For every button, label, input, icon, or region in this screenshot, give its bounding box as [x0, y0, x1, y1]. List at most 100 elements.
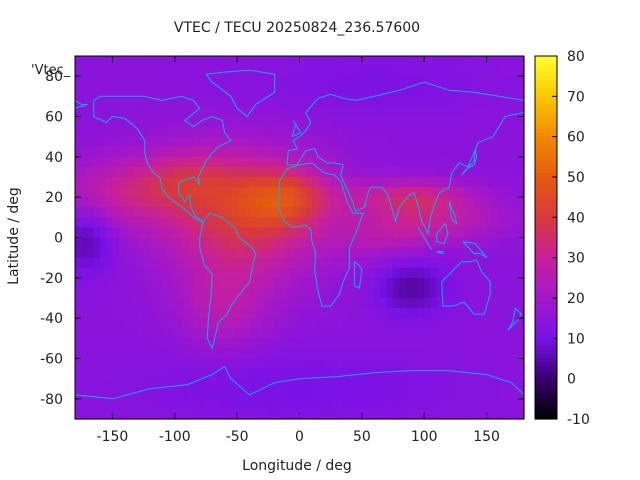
heatmap-cell: [368, 388, 375, 400]
heatmap-cell: [311, 398, 319, 410]
heatmap-cell: [343, 207, 350, 218]
heatmap-cell: [324, 76, 332, 87]
heatmap-cell: [81, 217, 89, 229]
heatmap-cell: [174, 227, 182, 239]
heatmap-cell: [249, 86, 257, 97]
heatmap-cell: [143, 207, 151, 218]
heatmap-cell: [149, 308, 157, 319]
heatmap-cell: [199, 136, 207, 148]
heatmap-cell: [106, 56, 114, 67]
heatmap-cell: [262, 358, 269, 370]
heatmap-cell: [517, 378, 525, 390]
heatmap-cell: [112, 106, 120, 118]
heatmap-cell: [311, 66, 319, 77]
heatmap-cell: [162, 66, 170, 77]
heatmap-cell: [430, 267, 438, 279]
heatmap-cell: [411, 338, 419, 350]
heatmap-cell: [124, 368, 132, 380]
heatmap-cell: [93, 227, 101, 239]
heatmap-cell: [137, 328, 145, 339]
heatmap-cell: [474, 408, 481, 420]
x-tick-label: -50: [226, 429, 249, 445]
heatmap-cell: [199, 247, 207, 259]
heatmap-cell: [75, 106, 82, 118]
heatmap-cell: [480, 408, 488, 420]
heatmap-cell: [492, 187, 500, 198]
heatmap-cell: [393, 398, 400, 410]
heatmap-cell: [517, 166, 525, 178]
heatmap-cell: [349, 408, 357, 420]
heatmap-cell: [199, 358, 207, 370]
heatmap-cell: [249, 166, 257, 178]
heatmap-cell: [143, 146, 151, 158]
heatmap-cell: [293, 126, 301, 138]
heatmap-cell: [224, 56, 232, 67]
heatmap-cell: [118, 287, 126, 299]
heatmap-cell: [336, 136, 344, 148]
heatmap-cell: [237, 66, 244, 77]
heatmap-cell: [112, 267, 120, 279]
heatmap-cell: [181, 76, 188, 87]
heatmap-cell: [368, 298, 375, 309]
heatmap-cell: [349, 76, 357, 87]
heatmap-cell: [411, 126, 419, 138]
coastline: [93, 95, 232, 224]
heatmap-cell: [492, 146, 500, 158]
heatmap-cell: [486, 408, 494, 420]
heatmap-cell: [187, 388, 195, 400]
heatmap-cell: [486, 66, 494, 77]
heatmap-cell: [224, 287, 232, 299]
heatmap-cell: [255, 267, 263, 279]
heatmap-cell: [131, 408, 138, 420]
heatmap-cell: [268, 136, 276, 148]
heatmap-cell: [255, 86, 263, 97]
coastlines: [74, 69, 525, 400]
heatmap-cell: [368, 368, 375, 380]
heatmap-cell: [199, 116, 207, 128]
colorbar-segment: [535, 116, 557, 122]
heatmap-cell: [330, 328, 338, 339]
heatmap-cell: [243, 166, 251, 178]
heatmap-cell: [143, 398, 151, 410]
heatmap-cell: [343, 187, 350, 198]
heatmap-cell: [81, 398, 89, 410]
heatmap-cell: [492, 227, 500, 239]
heatmap-cell: [511, 388, 519, 400]
heatmap-cell: [187, 338, 195, 350]
heatmap-cell: [380, 166, 388, 178]
heatmap-cell: [193, 348, 201, 360]
heatmap-cell: [118, 267, 126, 279]
heatmap-cell: [181, 166, 188, 178]
heatmap-cell: [255, 116, 263, 128]
heatmap-cell: [112, 318, 120, 329]
colorbar-segment: [535, 229, 557, 235]
heatmap-cell: [461, 308, 469, 319]
heatmap-cell: [262, 287, 269, 299]
heatmap-cell: [249, 237, 257, 249]
heatmap-cell: [355, 136, 363, 148]
heatmap-cell: [93, 388, 101, 400]
heatmap-cell: [287, 76, 294, 87]
heatmap-cell: [461, 207, 469, 218]
coastline: [286, 81, 525, 165]
heatmap-cell: [336, 187, 344, 198]
heatmap-cell: [93, 126, 101, 138]
heatmap-cell: [237, 318, 244, 329]
heatmap-cell: [174, 156, 182, 168]
heatmap-cell: [224, 328, 232, 339]
heatmap-cell: [405, 197, 413, 208]
heatmap-cell: [212, 237, 220, 249]
heatmap-cell: [181, 207, 188, 218]
heatmap-cell: [268, 338, 276, 350]
heatmap-cell: [380, 287, 388, 299]
heatmap-cell: [124, 227, 132, 239]
heatmap-cell: [299, 217, 307, 229]
heatmap-cell: [212, 398, 220, 410]
coastline: [353, 261, 363, 289]
heatmap-cell: [336, 257, 344, 269]
heatmap-cell: [442, 217, 450, 229]
heatmap-cell: [505, 257, 513, 269]
heatmap-cell: [212, 267, 220, 279]
heatmap-cell: [156, 207, 163, 218]
heatmap-cell: [174, 247, 182, 259]
